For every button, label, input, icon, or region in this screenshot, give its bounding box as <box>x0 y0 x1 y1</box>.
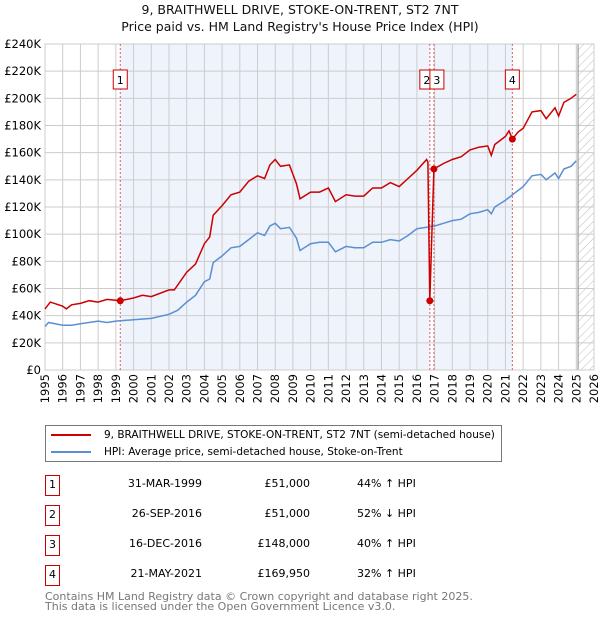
x-tick-label: 2000 <box>127 374 141 403</box>
x-tick-label: 2018 <box>445 374 459 403</box>
x-tick-label: 2016 <box>410 374 424 403</box>
sale-point <box>426 297 434 305</box>
x-tick-label: 2019 <box>463 374 477 403</box>
y-tick-label: £0 <box>26 363 41 377</box>
chart-title-line2: Price paid vs. HM Land Registry's House … <box>121 19 479 34</box>
x-tick-label: 2025 <box>569 374 583 403</box>
sale-date: 26-SEP-2016 <box>131 507 202 520</box>
x-tick-label: 2013 <box>357 374 371 403</box>
sale-label-box <box>429 69 445 90</box>
x-tick-label: 2020 <box>481 374 495 403</box>
legend: 9, BRAITHWELL DRIVE, STOKE-ON-TRENT, ST2… <box>45 425 502 462</box>
sale-number-badge: 4 <box>45 565 60 586</box>
x-tick-label: 2002 <box>162 374 176 403</box>
x-tick-label: 1996 <box>56 374 70 403</box>
x-tick-label: 2008 <box>268 374 282 403</box>
legend-label-hpi: HPI: Average price, semi-detached house,… <box>104 446 403 458</box>
sale-date: 16-DEC-2016 <box>128 537 202 550</box>
x-tick-label: 1995 <box>38 374 52 403</box>
x-tick-label: 2007 <box>251 374 265 403</box>
x-tick-label: 2014 <box>374 374 388 403</box>
sale-label-text: 1 <box>117 74 124 87</box>
x-tick-label: 2010 <box>304 374 318 403</box>
x-tick-label: 2026 <box>587 374 600 403</box>
legend-label-price: 9, BRAITHWELL DRIVE, STOKE-ON-TRENT, ST2… <box>104 429 495 441</box>
sale-number-badge: 1 <box>45 475 60 496</box>
legend-swatch-hpi <box>51 451 91 453</box>
sale-point <box>508 135 516 143</box>
y-tick-label: £100K <box>4 227 41 241</box>
y-tick-label: £240K <box>4 37 41 51</box>
x-tick-label: 2024 <box>552 374 566 403</box>
price-chart: £0 £20K £40K £60K £80K £100K £120K £140K £160K £1… <box>4 37 600 403</box>
sale-hpi-diff: 40% ↑ HPI <box>357 537 416 550</box>
legend-item-hpi: HPI: Average price, semi-detached house,… <box>51 444 403 460</box>
sale-label-box <box>504 69 520 90</box>
sale-label-text: 3 <box>433 74 440 87</box>
x-tick-label: 2003 <box>180 374 194 403</box>
y-tick-label: £120K <box>4 200 41 214</box>
sale-price: £148,000 <box>257 537 311 550</box>
chart-title-line1: 9, BRAITHWELL DRIVE, STOKE-ON-TRENT, ST2… <box>141 2 459 17</box>
x-tick-label: 2023 <box>534 374 548 403</box>
y-tick-label: £60K <box>12 282 42 296</box>
sale-hpi-diff: 44% ↑ HPI <box>357 477 416 490</box>
x-tick-label: 1999 <box>109 374 123 403</box>
sale-point <box>430 165 438 173</box>
x-tick-label: 2004 <box>197 374 211 403</box>
y-tick-label: £20K <box>12 336 42 350</box>
hpi-line <box>44 160 577 327</box>
footer-licence: This data is licensed under the Open Gov… <box>45 600 396 613</box>
x-tick-label: 1998 <box>91 374 105 403</box>
x-tick-label: 2022 <box>516 374 530 403</box>
x-tick-label: 1997 <box>73 374 87 403</box>
sale-point <box>116 297 124 305</box>
sale-hpi-diff: 52% ↓ HPI <box>357 507 416 520</box>
sale-label-box <box>112 69 128 90</box>
plot-border <box>44 43 595 371</box>
y-tick-label: £160K <box>4 146 41 160</box>
sale-label-text: 2 <box>423 74 430 87</box>
y-tick-label: £40K <box>12 309 42 323</box>
y-tick-label: £140K <box>4 173 41 187</box>
sale-price: £51,000 <box>264 477 311 490</box>
y-tick-label: £180K <box>4 119 41 133</box>
footer-copyright: Contains HM Land Registry data © Crown c… <box>45 590 473 603</box>
sale-price: £169,950 <box>257 567 311 580</box>
sale-label-text: 4 <box>509 74 516 87</box>
x-tick-label: 2011 <box>321 374 335 403</box>
y-tick-label: £200K <box>4 91 41 105</box>
price-paid-line <box>44 93 577 310</box>
sale-price: £51,000 <box>264 507 311 520</box>
x-tick-label: 2021 <box>498 374 512 403</box>
x-tick-label: 2012 <box>339 374 353 403</box>
x-tick-label: 2006 <box>233 374 247 403</box>
sale-number-badge: 2 <box>45 505 60 526</box>
y-tick-label: £80K <box>12 254 42 268</box>
sale-date: 21-MAY-2021 <box>130 567 202 580</box>
y-tick-label: £220K <box>4 64 41 78</box>
legend-item-price: 9, BRAITHWELL DRIVE, STOKE-ON-TRENT, ST2… <box>51 427 495 443</box>
sale-date: 31-MAR-1999 <box>127 477 202 490</box>
x-tick-label: 2009 <box>286 374 300 403</box>
x-tick-label: 2001 <box>144 374 158 403</box>
x-tick-label: 2015 <box>392 374 406 403</box>
legend-swatch-price <box>51 434 91 436</box>
x-tick-label: 2005 <box>215 374 229 403</box>
sale-number-badge: 3 <box>45 535 60 556</box>
x-tick-label: 2017 <box>428 374 442 403</box>
sale-hpi-diff: 32% ↑ HPI <box>357 567 416 580</box>
